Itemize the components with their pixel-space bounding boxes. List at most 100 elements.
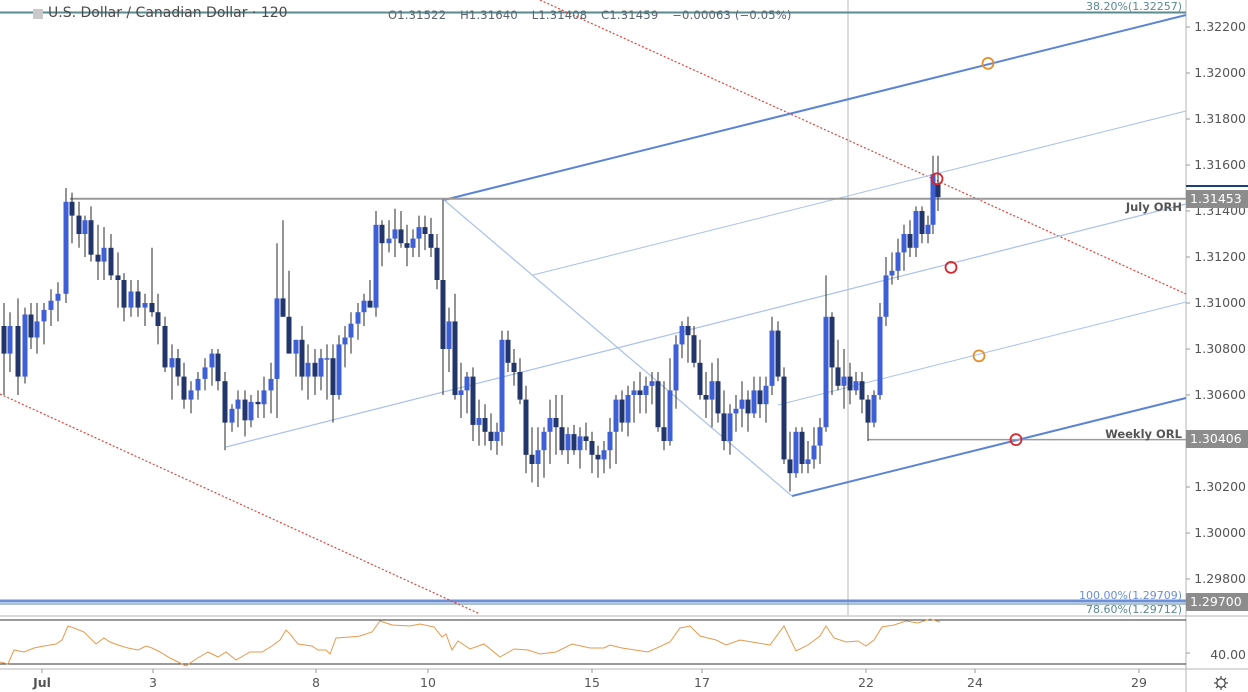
candle-body (841, 376, 847, 386)
candle-body (169, 358, 175, 368)
candle-body (733, 408, 739, 414)
weekly-orl-label: Weekly ORL (1105, 427, 1182, 441)
candle-body (547, 418, 553, 432)
candle-body (135, 291, 141, 308)
price-tick-label: 1.30800 (1194, 341, 1246, 356)
candle-body (69, 201, 75, 216)
candle-body (703, 395, 709, 400)
candle-body (428, 234, 434, 248)
candle-body (793, 431, 799, 474)
candle-body (619, 399, 625, 423)
candle-body (859, 381, 865, 400)
price-tick-label: 1.30000 (1194, 525, 1246, 540)
candle-body (511, 362, 517, 372)
candle-body (121, 280, 127, 308)
candle-body (312, 362, 318, 377)
candle-body (242, 399, 248, 421)
candle-body (709, 381, 715, 400)
candle-body (625, 395, 631, 423)
ohlc-open: O1.31522 (388, 8, 447, 22)
channel-median-line (225, 203, 1187, 448)
candle-body (95, 254, 101, 262)
candle-body (757, 390, 763, 405)
candle-body (367, 300, 373, 308)
gear-icon[interactable] (1213, 675, 1229, 691)
candle-body (631, 390, 637, 395)
candle-body (76, 215, 82, 234)
candle-body (853, 381, 859, 391)
price-tick-label: 1.30600 (1194, 387, 1246, 402)
price-tick-label: 1.31000 (1194, 295, 1246, 310)
candle-body (865, 399, 871, 423)
candle-body (155, 312, 161, 326)
time-tick-label: 24 (967, 675, 983, 690)
candle-body (847, 376, 853, 391)
ohlc-close: C1.31459 (601, 8, 659, 22)
candle-body (877, 316, 883, 395)
time-tick-label: 3 (149, 675, 157, 690)
rsi-axis-tick: 40.00 (1210, 647, 1246, 662)
candle-body (440, 280, 446, 349)
candle-body (787, 459, 793, 474)
candle-body (63, 201, 69, 294)
candle-body (673, 344, 679, 391)
candle-body (34, 321, 40, 338)
candle-body (919, 211, 925, 234)
candle-body (416, 227, 422, 239)
candle-body (209, 353, 215, 368)
candle-body (188, 390, 194, 400)
time-tick-label: 29 (1131, 675, 1147, 690)
candle-body (195, 378, 201, 391)
candle-body (373, 224, 379, 308)
candle-body (446, 321, 452, 349)
candle-body (769, 330, 775, 386)
red-circle-marker (944, 260, 958, 274)
time-tick-label: 8 (312, 675, 320, 690)
channel-upper-line (443, 14, 1187, 201)
candle-body (268, 378, 274, 391)
orange-circle-marker (981, 56, 995, 70)
price-tick-label: 1.32000 (1194, 65, 1246, 80)
candle-body (142, 303, 148, 308)
candle-body (799, 431, 805, 464)
price-tick-label: 1.31800 (1194, 111, 1246, 126)
candle-body (505, 339, 511, 363)
candle-body (685, 326, 691, 336)
candle-body (667, 390, 673, 441)
candle-body (553, 418, 559, 428)
candle-body (739, 399, 745, 409)
july-orh-label: July ORH (1125, 200, 1182, 214)
candle-body (871, 395, 877, 423)
time-tick-label: Jul (33, 675, 51, 690)
candle-body (458, 390, 464, 395)
ohlc-change: −0.00063 (−0.05%) (672, 8, 792, 22)
candle-body (1, 326, 7, 354)
candle-body (589, 441, 595, 455)
candle-body (88, 220, 94, 255)
chart-title: U.S. Dollar / Canadian Dollar · 120 (48, 5, 288, 21)
candle-body (128, 291, 134, 308)
candle-body (410, 238, 416, 248)
candle-body (28, 314, 34, 338)
time-tick-label: 10 (420, 675, 436, 690)
candle-body (482, 418, 488, 432)
candle-body (355, 312, 361, 324)
candle-body (422, 227, 428, 234)
downtrend-line-lower (0, 393, 481, 615)
candle-body (342, 337, 348, 345)
ohlc-high: H1.31640 (460, 8, 518, 22)
candle-body (721, 413, 727, 441)
candle-body (286, 316, 292, 354)
ohlc-readout: O1.31522 H1.31640 L1.31408 C1.31459 −0.0… (388, 8, 802, 22)
symbol-marker (33, 9, 43, 19)
channel-lower-line (791, 397, 1187, 497)
candle-body (805, 459, 811, 464)
candle-body (336, 344, 342, 395)
candle-body (577, 436, 583, 451)
candle-body (775, 330, 781, 377)
candle-body (655, 381, 661, 428)
candle-body (763, 385, 769, 405)
candle-body (181, 376, 187, 400)
